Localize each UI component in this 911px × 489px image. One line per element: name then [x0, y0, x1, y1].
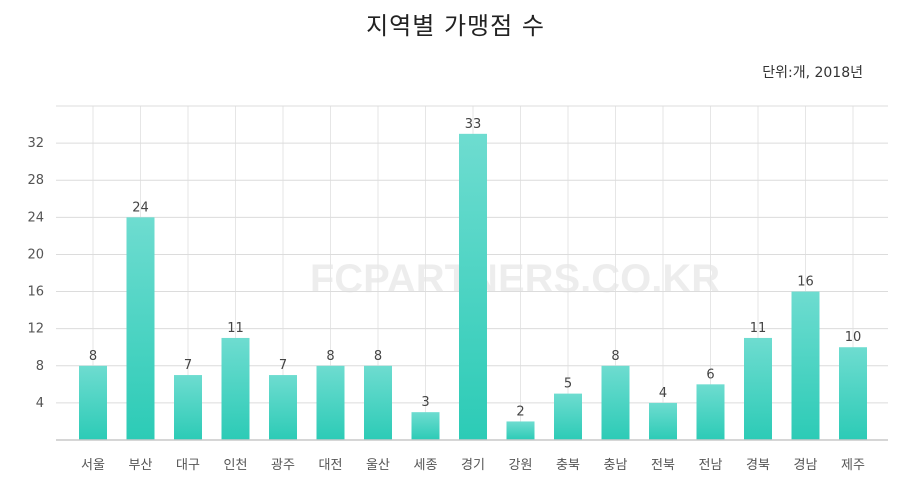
bar — [506, 421, 535, 440]
x-tick-label: 부산 — [129, 458, 153, 473]
data-label: 8 — [611, 349, 619, 364]
x-tick-label: 대전 — [319, 458, 343, 473]
chart-title: 지역별 가맹점 수 — [366, 12, 545, 40]
bar — [126, 217, 155, 440]
data-label: 11 — [750, 321, 767, 336]
bar — [744, 337, 772, 440]
x-tick-label: 경남 — [794, 458, 818, 473]
bar — [364, 365, 392, 440]
bar — [839, 347, 867, 440]
bar — [601, 365, 630, 440]
data-label: 4 — [659, 386, 667, 401]
x-tick-label: 강원 — [509, 458, 533, 473]
data-label: 8 — [89, 349, 97, 364]
bars — [79, 133, 867, 441]
x-tick-label: 광주 — [271, 458, 295, 473]
data-label: 7 — [279, 358, 287, 373]
data-label: 24 — [132, 200, 149, 215]
y-tick-label: 32 — [27, 136, 44, 151]
y-tick-label: 20 — [27, 247, 44, 262]
data-label: 10 — [845, 330, 862, 345]
bar — [79, 365, 107, 440]
data-label: 8 — [326, 349, 334, 364]
data-label: 33 — [465, 117, 482, 132]
x-tick-label: 대구 — [176, 458, 200, 473]
bar — [411, 412, 440, 440]
x-tick-label: 충북 — [556, 458, 580, 473]
y-tick-label: 12 — [27, 322, 44, 337]
y-tick-label: 28 — [27, 173, 44, 188]
y-tick-label: 24 — [27, 210, 44, 225]
y-tick-label: 8 — [36, 359, 44, 374]
x-tick-label: 울산 — [366, 458, 390, 473]
x-tick-label: 충남 — [604, 458, 628, 473]
bar — [316, 365, 345, 440]
x-tick-label: 경기 — [461, 458, 485, 473]
x-tick-label: 전남 — [699, 458, 723, 473]
x-tick-label: 서울 — [81, 458, 105, 473]
bar — [554, 393, 582, 440]
data-label: 11 — [227, 321, 244, 336]
data-label: 2 — [516, 404, 524, 419]
bar — [791, 291, 820, 440]
data-label: 5 — [564, 377, 572, 392]
bar — [221, 337, 250, 440]
x-tick-label: 인천 — [224, 458, 248, 473]
data-label: 6 — [706, 367, 714, 382]
data-label: 7 — [184, 358, 192, 373]
bar — [696, 384, 725, 440]
x-tick-label: 세종 — [414, 458, 438, 473]
chart-unit-note: 단위:개, 2018년 — [762, 65, 863, 81]
x-tick-label: 전북 — [651, 458, 675, 473]
bar — [269, 375, 297, 440]
data-label: 8 — [374, 349, 382, 364]
x-tick-label: 경북 — [746, 458, 770, 473]
data-label: 3 — [421, 395, 429, 410]
bar — [459, 133, 487, 441]
x-tick-label: 제주 — [841, 458, 865, 473]
bar — [649, 402, 677, 440]
y-tick-label: 4 — [36, 396, 44, 411]
y-tick-label: 16 — [27, 285, 44, 300]
data-label: 16 — [797, 275, 814, 290]
bar — [174, 375, 202, 440]
